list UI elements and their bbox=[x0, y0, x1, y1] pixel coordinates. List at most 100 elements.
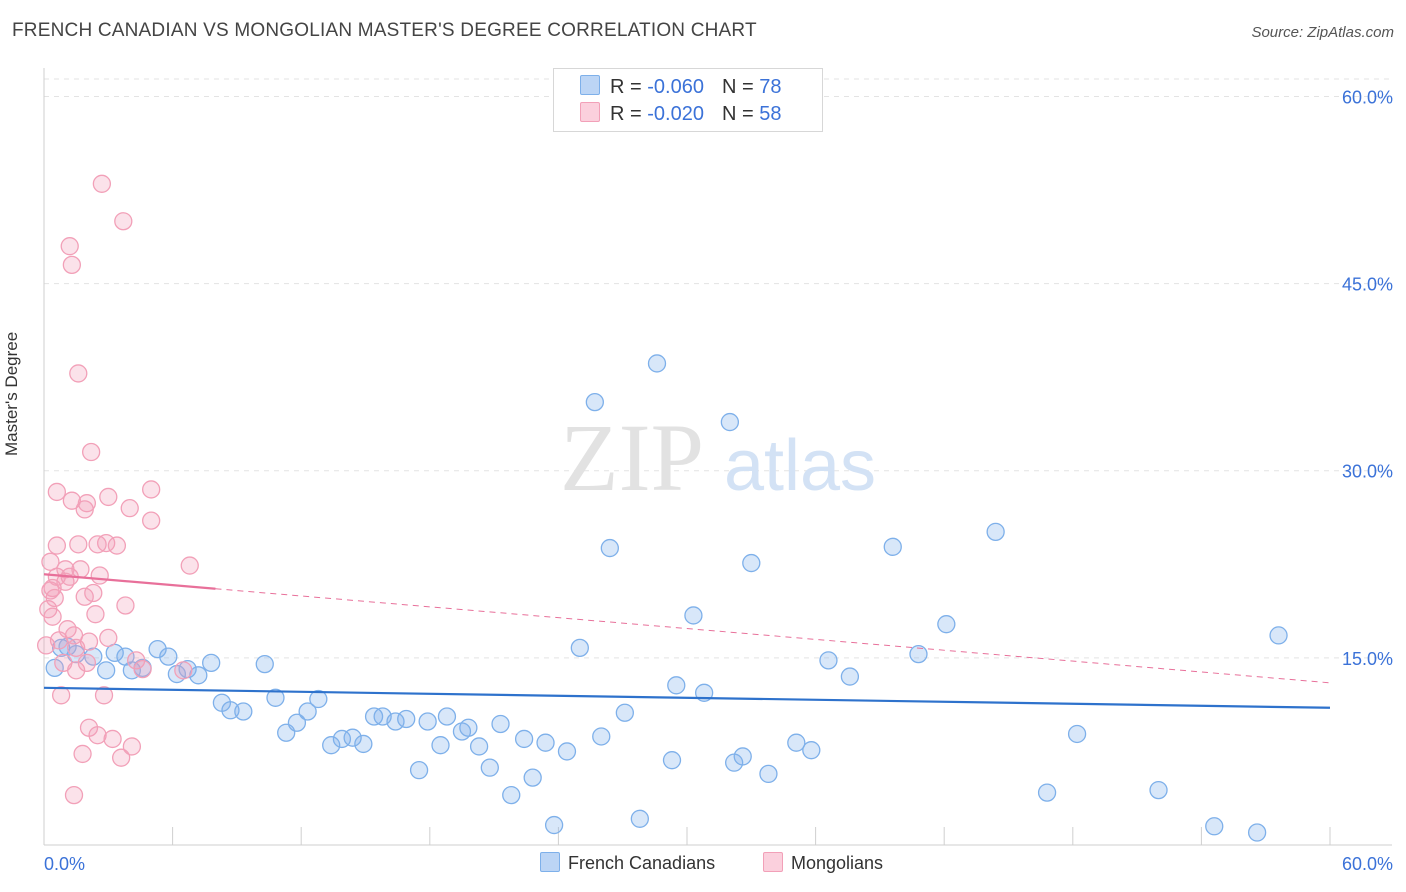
point-mongolians bbox=[116, 596, 135, 615]
point-mongolians bbox=[133, 659, 152, 679]
watermark-atlas: atlas bbox=[724, 426, 876, 506]
point-french-canadians bbox=[202, 653, 221, 673]
point-french-canadians bbox=[298, 702, 317, 721]
tick-labels: 15.0% 30.0% 45.0% 60.0% 0.0% 60.0% bbox=[44, 87, 1393, 874]
point-french-canadians bbox=[544, 815, 564, 835]
point-french-canadians bbox=[409, 760, 429, 780]
point-mongolians bbox=[43, 607, 62, 626]
point-french-canadians bbox=[287, 713, 307, 732]
legend-n-value: 58 bbox=[759, 103, 782, 125]
point-french-canadians bbox=[536, 733, 555, 752]
x-tick-label: 60.0% bbox=[1342, 854, 1393, 874]
point-mongolians bbox=[77, 653, 97, 673]
point-french-canadians bbox=[97, 661, 116, 680]
point-french-canadians bbox=[480, 758, 499, 777]
point-french-canadians bbox=[1269, 626, 1288, 645]
point-french-canadians bbox=[234, 702, 253, 721]
point-french-canadians bbox=[570, 638, 589, 658]
point-french-canadians bbox=[733, 747, 752, 766]
legend-n-label: N = bbox=[721, 76, 754, 98]
point-french-canadians bbox=[742, 553, 761, 573]
y-tick-label: 30.0% bbox=[1342, 462, 1393, 482]
point-mongolians bbox=[112, 748, 131, 767]
point-french-canadians bbox=[343, 728, 362, 747]
y-tick-label: 45.0% bbox=[1342, 275, 1393, 295]
point-mongolians bbox=[62, 491, 82, 510]
point-mongolians bbox=[90, 566, 109, 585]
point-french-canadians bbox=[759, 764, 778, 784]
point-french-canadians bbox=[1247, 823, 1267, 842]
point-mongolians bbox=[51, 686, 71, 705]
point-mongolians bbox=[82, 442, 101, 462]
point-french-canadians bbox=[647, 354, 667, 373]
point-mongolians bbox=[73, 744, 92, 764]
legend-swatch-pink bbox=[580, 102, 600, 122]
point-french-canadians bbox=[909, 644, 928, 664]
point-french-canadians bbox=[159, 647, 178, 666]
stats-legend-row-french-canadians: R = -0.060 N = 78 bbox=[580, 75, 781, 99]
y-tick-label: 60.0% bbox=[1342, 87, 1393, 107]
point-french-canadians bbox=[662, 751, 682, 770]
legend-swatch-pink bbox=[763, 852, 783, 872]
legend-r-value: -0.060 bbox=[647, 76, 704, 98]
stats-legend-row-mongolians: R = -0.020 N = 58 bbox=[580, 102, 781, 126]
legend-r-label: R = bbox=[610, 76, 642, 98]
point-french-canadians bbox=[322, 736, 341, 755]
point-mongolians bbox=[120, 499, 139, 518]
point-french-canadians bbox=[437, 707, 457, 726]
legend-r-label: R = bbox=[610, 103, 642, 125]
point-french-canadians bbox=[585, 392, 604, 412]
point-mongolians bbox=[62, 255, 82, 275]
legend-swatch-blue bbox=[540, 852, 560, 872]
trend-line-french-canadians bbox=[43, 686, 1331, 709]
point-mongolians bbox=[86, 605, 105, 624]
point-french-canadians bbox=[431, 736, 450, 755]
point-mongolians bbox=[94, 686, 114, 705]
point-mongolians bbox=[174, 661, 193, 680]
watermark-zip: ZIP bbox=[560, 404, 704, 511]
point-mongolians bbox=[47, 536, 67, 555]
point-french-canadians bbox=[883, 537, 902, 556]
point-french-canadians bbox=[787, 733, 806, 752]
point-french-canadians bbox=[491, 714, 510, 734]
point-french-canadians bbox=[630, 809, 649, 828]
point-mongolians bbox=[99, 628, 118, 648]
point-french-canadians bbox=[592, 727, 611, 746]
point-french-canadians bbox=[45, 658, 64, 677]
point-mongolians bbox=[64, 785, 84, 805]
watermark: ZIP atlas bbox=[560, 404, 876, 511]
point-french-canadians bbox=[986, 522, 1005, 542]
point-french-canadians bbox=[502, 785, 521, 805]
chart-title: FRENCH CANADIAN VS MONGOLIAN MASTER'S DE… bbox=[12, 20, 757, 41]
trend-line-mongolians-dashed bbox=[215, 588, 1331, 684]
point-french-canadians bbox=[418, 712, 437, 731]
point-mongolians bbox=[142, 480, 161, 499]
bottom-legend-mongolians: Mongolians bbox=[763, 852, 883, 874]
axes bbox=[43, 68, 1392, 846]
trend-line-mongolians bbox=[43, 573, 216, 590]
point-mongolians bbox=[67, 638, 86, 658]
point-french-canadians bbox=[386, 712, 405, 731]
point-mongolians bbox=[84, 583, 103, 603]
source-label: Source: ZipAtlas.com bbox=[1251, 24, 1394, 41]
point-mongolians bbox=[92, 174, 112, 193]
point-mongolians bbox=[67, 661, 86, 680]
legend-n-label: N = bbox=[721, 103, 754, 125]
point-french-canadians bbox=[1037, 783, 1057, 802]
trend-lines bbox=[43, 573, 1331, 709]
point-french-canadians bbox=[514, 729, 534, 749]
point-mongolians bbox=[47, 482, 67, 502]
point-french-canadians bbox=[615, 703, 634, 722]
x-tick-label: 0.0% bbox=[44, 854, 85, 874]
point-french-canadians bbox=[802, 741, 821, 760]
y-tick-label: 15.0% bbox=[1342, 649, 1393, 669]
legend-label: French Canadians bbox=[568, 853, 716, 873]
point-french-canadians bbox=[266, 688, 285, 707]
point-french-canadians bbox=[720, 412, 740, 432]
point-french-canadians bbox=[1067, 724, 1087, 744]
point-french-canadians bbox=[840, 667, 860, 686]
point-mongolians bbox=[142, 511, 161, 530]
legend-r-value: -0.020 bbox=[647, 103, 704, 125]
point-french-canadians bbox=[819, 651, 838, 670]
